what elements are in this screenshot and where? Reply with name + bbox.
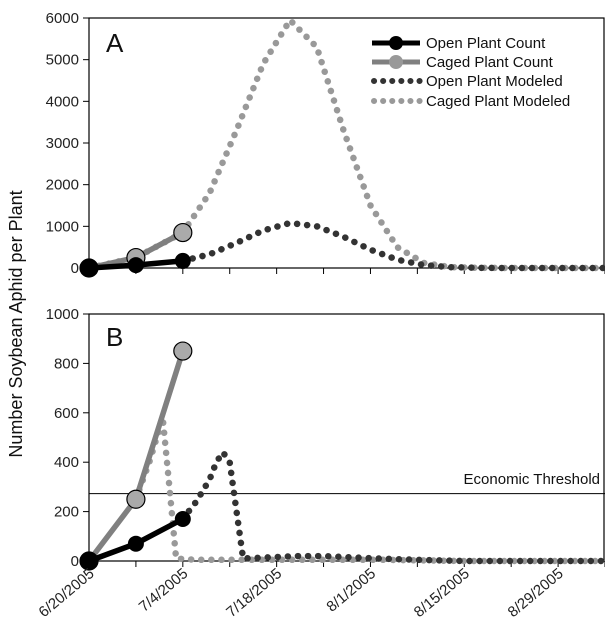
y-tick-label: 200 bbox=[54, 504, 79, 521]
legend-label-caged-count: Caged Plant Count bbox=[426, 54, 554, 71]
y-tick-label: 400 bbox=[54, 454, 79, 471]
panel-a-letter: A bbox=[106, 28, 124, 58]
data-point-open-plant-count bbox=[174, 252, 191, 269]
legend-label-open-count: Open Plant Count bbox=[426, 35, 546, 52]
legend-marker-caged-count bbox=[389, 55, 403, 69]
economic-threshold-label: Economic Threshold bbox=[464, 471, 600, 488]
y-tick-label: 1000 bbox=[46, 306, 79, 323]
series-line-caged-plant-modeled bbox=[132, 416, 605, 565]
y-tick-label: 3000 bbox=[46, 135, 79, 152]
panel-a: A 0 1000 2000 3000 4000 5000 6000 bbox=[46, 10, 605, 278]
y-axis-label: Number Soybean Aphid per Plant bbox=[6, 190, 26, 457]
data-point-open-plant-count bbox=[80, 552, 98, 570]
legend: Open Plant Count Caged Plant Count Open … bbox=[371, 35, 570, 110]
data-point-open-plant-count bbox=[127, 535, 144, 552]
x-tick-label: 8/15/2005 bbox=[411, 565, 473, 621]
x-tick-label: 6/20/2005 bbox=[36, 565, 98, 621]
x-tick-label: 7/18/2005 bbox=[223, 565, 285, 621]
x-tick-label: 8/29/2005 bbox=[505, 565, 567, 621]
data-point-caged-plant-count bbox=[173, 222, 193, 243]
legend-label-caged-modeled: Caged Plant Modeled bbox=[426, 93, 570, 110]
panel-b: B 0 200 400 600 800 1000 bbox=[46, 306, 605, 571]
data-point-open-plant-count bbox=[80, 259, 98, 277]
y-tick-label: 6000 bbox=[46, 10, 79, 27]
series-line-open-plant-modeled bbox=[179, 219, 605, 272]
y-tick-label: 4000 bbox=[46, 93, 79, 110]
data-point-open-plant-count bbox=[127, 257, 144, 274]
y-tick-label: 2000 bbox=[46, 177, 79, 194]
x-tick-label: 8/1/2005 bbox=[323, 565, 379, 616]
y-tick-label: 800 bbox=[54, 355, 79, 372]
y-tick-label: 0 bbox=[71, 260, 79, 277]
y-tick-label: 600 bbox=[54, 405, 79, 422]
series-line-caged-plant-modeled bbox=[85, 14, 605, 272]
y-tick-label: 1000 bbox=[46, 218, 79, 235]
y-tick-label: 5000 bbox=[46, 52, 79, 69]
data-point-caged-plant-count bbox=[173, 341, 193, 361]
panel-b-letter: B bbox=[106, 322, 123, 352]
series-line-open-plant-modeled bbox=[179, 446, 605, 565]
y-tick-label: 0 bbox=[71, 553, 79, 570]
legend-marker-open-count bbox=[389, 36, 403, 50]
data-point-open-plant-count bbox=[174, 511, 191, 528]
plot-frame bbox=[88, 313, 605, 562]
x-tick-label: 7/4/2005 bbox=[136, 565, 192, 616]
data-point-caged-plant-count bbox=[126, 489, 146, 509]
legend-label-open-modeled: Open Plant Modeled bbox=[426, 73, 563, 90]
